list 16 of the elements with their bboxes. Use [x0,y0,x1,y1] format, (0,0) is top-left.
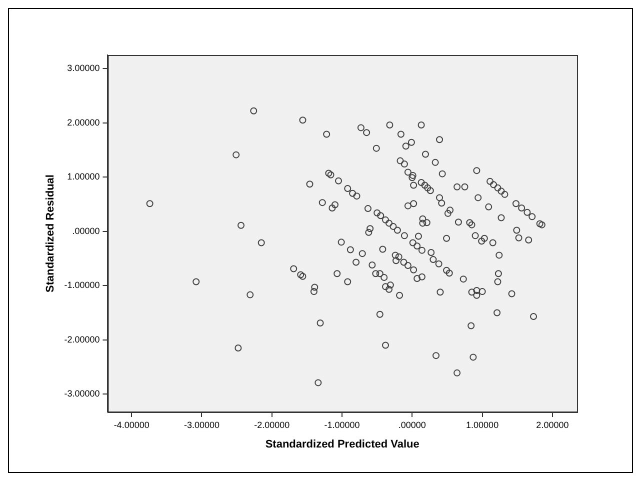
x-tick-label: 2.00000 [536,420,569,430]
y-tick-label: 2.00000 [67,117,100,128]
x-tick-label: -2.00000 [254,420,290,430]
x-tick-label: 1.00000 [466,420,499,430]
y-tick-label: -1.00000 [64,280,100,290]
x-tick-label: -3.00000 [184,420,220,430]
x-tick-label: .00000 [398,420,426,430]
y-tick-label: -3.00000 [64,388,100,399]
y-tick-label: -2.00000 [64,334,100,344]
y-axis-title: Standardized Residual [44,174,57,292]
x-tick-label: -4.00000 [114,420,150,430]
x-tick-label: -1.00000 [324,420,360,430]
y-tick-label: 1.00000 [67,172,100,182]
x-axis-title: Standardized Predicted Value [265,438,420,450]
y-tick-label: .00000 [72,226,100,236]
y-tick-label: 3.00000 [67,63,100,74]
